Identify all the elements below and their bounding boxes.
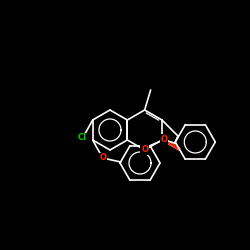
Text: Cl: Cl [78,134,87,142]
Text: O: O [160,135,168,144]
Text: O: O [99,154,106,162]
Text: O: O [141,146,148,154]
